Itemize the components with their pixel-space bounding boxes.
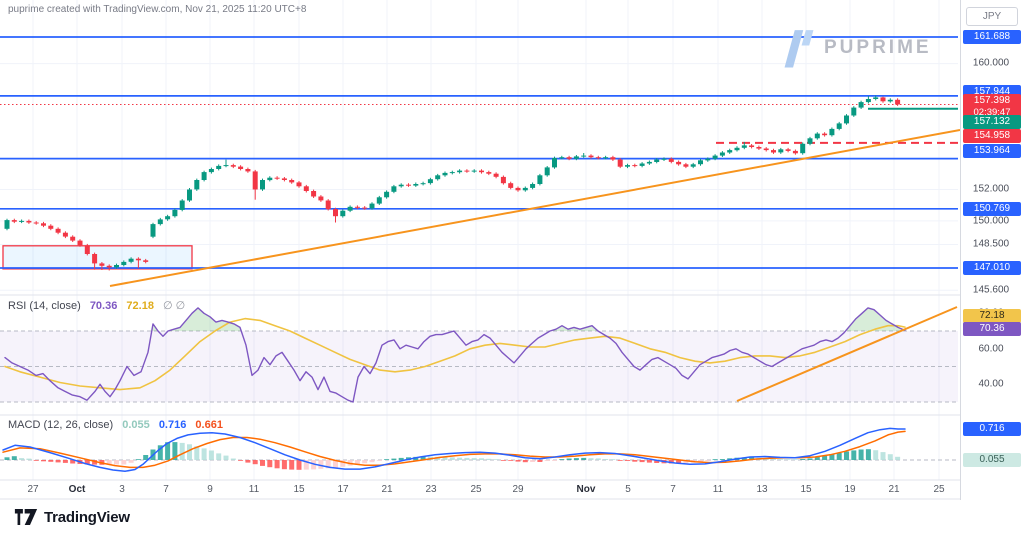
time-axis-label-23: 23 (425, 484, 437, 495)
price-scale-label: 150.000 (972, 215, 1010, 227)
time-axis-label-13: 13 (756, 484, 768, 495)
price-badge-150.769: 150.769 (963, 202, 1021, 216)
price-badge-70.36: 70.36 (963, 322, 1021, 336)
time-axis-label-11: 11 (712, 484, 724, 495)
rsi-value: 70.36 (89, 300, 118, 312)
price-badge-157.132: 157.132 (963, 115, 1021, 129)
time-axis-label-25: 25 (933, 484, 945, 495)
time-axis-label-7: 7 (163, 484, 169, 495)
price-scale-label: 148.500 (972, 238, 1010, 250)
time-axis-label-15: 15 (800, 484, 812, 495)
time-axis-label-25: 25 (470, 484, 482, 495)
price-scale[interactable]: JPY 160.000152.000150.000148.500145.6008… (960, 0, 1024, 500)
tradingview-logo[interactable]: TradingView (14, 508, 130, 526)
time-axis-label-15: 15 (293, 484, 305, 495)
price-badge-0.055: 0.055 (963, 453, 1021, 467)
price-badge-154.958: 154.958 (963, 129, 1021, 143)
price-badge-0.716: 0.716 (963, 422, 1021, 436)
price-scale-label: 160.000 (972, 57, 1010, 69)
price-scale-label: 40.00 (978, 378, 1004, 390)
puprime-watermark: PUPRIME (782, 28, 932, 68)
chart-plot[interactable] (0, 0, 960, 500)
price-badge-161.688: 161.688 (963, 30, 1021, 44)
macd-signal-value: 0.661 (195, 419, 223, 431)
time-axis-label-17: 17 (337, 484, 349, 495)
time-axis[interactable]: 27 Oct 3 7 9 11 15 17 21 23 25 29 Nov 5 7 11 13 15 19 21 25 (0, 480, 960, 500)
rsi-ma-value: 72.18 (126, 300, 154, 312)
price-scale-label: 152.000 (972, 183, 1010, 195)
time-axis-label-29: 29 (512, 484, 524, 495)
price-scale-label: 60.00 (978, 343, 1004, 355)
price-badge-147.010: 147.010 (963, 261, 1021, 275)
time-axis-label-11: 11 (248, 484, 260, 495)
price-badge-153.964: 153.964 (963, 144, 1021, 158)
macd-title: MACD (12, 26, close) (8, 419, 114, 431)
puprime-logo-icon (784, 30, 814, 68)
time-axis-label-21: 21 (888, 484, 900, 495)
macd-hist-value: 0.055 (122, 419, 150, 431)
tradingview-logo-text: TradingView (44, 508, 130, 526)
rsi-title: RSI (14, close) (8, 300, 81, 312)
time-axis-label-7: 7 (670, 484, 676, 495)
chart-canvas[interactable]: puprime created with TradingView.com, No… (0, 0, 960, 500)
rsi-null-values: ∅ ∅ (163, 300, 186, 312)
time-axis-label-9: 9 (207, 484, 213, 495)
candles-group (4, 95, 901, 271)
tradingview-logo-icon (14, 509, 38, 525)
price-scale-label: 145.600 (972, 284, 1010, 296)
attribution-text: puprime created with TradingView.com, No… (8, 4, 307, 15)
page-footer: TradingView (0, 500, 1024, 535)
time-axis-label-21: 21 (381, 484, 393, 495)
macd-line-value: 0.716 (158, 419, 187, 431)
time-axis-label-5: 5 (625, 484, 631, 495)
time-axis-label-19: 19 (844, 484, 856, 495)
watermark-text: PUPRIME (824, 37, 932, 58)
macd-indicator-header[interactable]: MACD (12, 26, close) 0.055 0.716 0.661 (8, 419, 229, 431)
rsi-indicator-header[interactable]: RSI (14, close) 70.36 72.18 ∅ ∅ (8, 299, 191, 312)
currency-label: JPY (966, 7, 1018, 26)
price-badge-0.661: 0.661 (979, 435, 1005, 446)
time-axis-label-27: 27 (27, 484, 39, 495)
time-axis-label-3: 3 (119, 484, 125, 495)
time-axis-label-oct: Oct (68, 484, 86, 495)
time-axis-label-nov: Nov (576, 484, 596, 495)
price-badge-72.18: 72.18 (963, 309, 1021, 323)
